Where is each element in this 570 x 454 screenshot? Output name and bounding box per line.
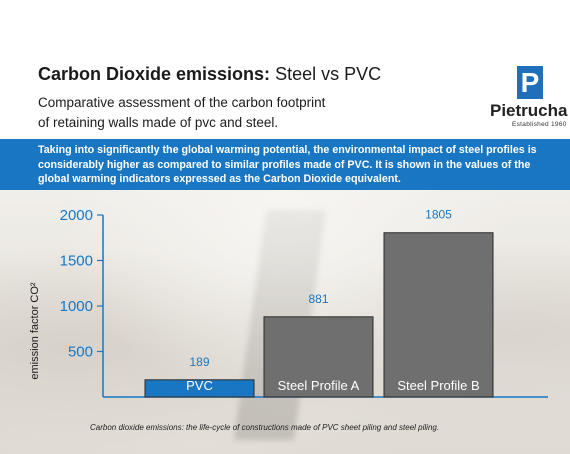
bar — [263, 316, 374, 398]
logo-mark-letter: P — [520, 67, 540, 98]
banner-text: Taking into significantly the global war… — [38, 144, 537, 185]
category-label: PVC — [186, 378, 213, 393]
bar-value-label: 881 — [308, 292, 328, 306]
subtitle-line-2: of retaining walls made of pvc and steel… — [38, 115, 279, 130]
y-tick-label: 2000 — [60, 207, 93, 224]
pietrucha-logo: P Pietrucha Established 1960 — [490, 66, 570, 132]
logo-mark-icon: P — [517, 66, 543, 99]
category-label: Steel Profile B — [397, 378, 479, 393]
logo-established: Established 1960 — [512, 121, 567, 128]
y-tick-label: 500 — [68, 344, 93, 361]
logo-name: Pietrucha — [490, 101, 568, 120]
subtitle-line-1: Comparative assessment of the carbon foo… — [38, 95, 326, 110]
bar — [383, 232, 494, 398]
title-bold: Carbon Dioxide emissions: — [38, 64, 271, 84]
chart-subtitle: Comparative assessment of the carbon foo… — [38, 93, 378, 133]
y-tick-label: 1000 — [60, 298, 93, 315]
y-axis-title: emission factor CO² — [29, 282, 41, 380]
info-banner: Taking into significantly the global war… — [0, 139, 570, 190]
bar — [144, 379, 255, 398]
bar-chart: 500 1000 1500 2000 emission factor CO² 189 PVC… — [29, 207, 548, 398]
bar-value-label: 1805 — [425, 208, 452, 222]
bar-value-label: 189 — [189, 355, 209, 369]
category-label: Steel Profile A — [278, 378, 360, 393]
chart-caption: Carbon dioxide emissions: the life-cycle… — [90, 423, 440, 432]
title-light: Steel vs PVC — [275, 64, 382, 84]
y-tick-label: 1500 — [60, 253, 93, 270]
chart-title: Carbon Dioxide emissions: Steel vs PVC — [38, 64, 381, 85]
